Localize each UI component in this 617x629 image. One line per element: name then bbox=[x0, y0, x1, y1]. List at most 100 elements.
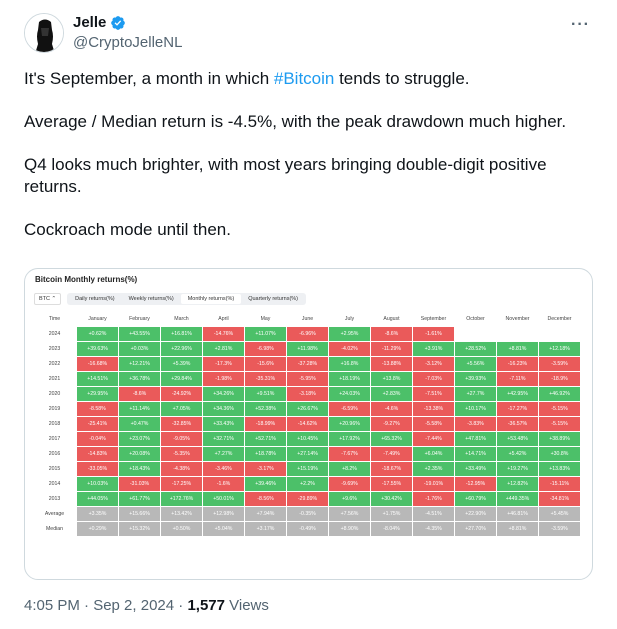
return-cell: +22.90% bbox=[455, 507, 496, 521]
return-cell: -7.49% bbox=[371, 447, 412, 461]
return-cell: +5.39% bbox=[161, 357, 202, 371]
verified-badge-icon bbox=[111, 15, 126, 30]
return-cell: +5.04% bbox=[203, 522, 244, 536]
return-cell: +10.17% bbox=[455, 402, 496, 416]
hashtag-link[interactable]: #Bitcoin bbox=[273, 69, 335, 88]
return-cell: -5.15% bbox=[539, 417, 580, 431]
table-row: 2016 -14.83% +20.08% -5.35% +7.27% +18.78% +27… bbox=[33, 447, 580, 461]
column-header: April bbox=[203, 312, 244, 326]
column-header: September bbox=[413, 312, 454, 326]
row-label: Median bbox=[33, 522, 76, 536]
author-name[interactable]: Jelle bbox=[73, 14, 107, 31]
return-cell: +34.26% bbox=[203, 387, 244, 401]
column-header: June bbox=[287, 312, 328, 326]
return-cell: +0.29% bbox=[77, 522, 118, 536]
timestamp[interactable]: 4:05 PM · Sep 2, 2024 · bbox=[24, 597, 188, 614]
return-cell: +7.05% bbox=[161, 402, 202, 416]
return-cell: +18.43% bbox=[119, 462, 160, 476]
return-cell: -3.83% bbox=[455, 417, 496, 431]
column-header: November bbox=[497, 312, 538, 326]
return-cell: +12.21% bbox=[119, 357, 160, 371]
table-header-row: Time January February March April May June July… bbox=[33, 312, 580, 326]
tab-weekly-returns[interactable]: Weekly returns(%) bbox=[128, 296, 174, 302]
return-cell: +32.71% bbox=[203, 432, 244, 446]
return-cell: +2.95% bbox=[329, 327, 370, 341]
table-row: 2021 +14.51% +36.78% +29.84% -1.98% -35.31% -5… bbox=[33, 372, 580, 386]
return-cell: +2.35% bbox=[413, 462, 454, 476]
more-options-icon[interactable]: ··· bbox=[571, 16, 590, 33]
return-cell: +0.62% bbox=[77, 327, 118, 341]
return-cell: +5.45% bbox=[539, 507, 580, 521]
tab-monthly-returns[interactable]: Monthly returns(%) bbox=[180, 294, 242, 304]
return-cell: +29.95% bbox=[77, 387, 118, 401]
return-cell: -7.51% bbox=[413, 387, 454, 401]
return-cell: +11.98% bbox=[287, 342, 328, 356]
tab-quarterly-returns[interactable]: Quarterly returns(%) bbox=[248, 296, 299, 302]
table-row: 2024 +0.62% +43.55% +16.81% -14.76% +11.07% -6… bbox=[33, 327, 580, 341]
return-cell: -17.25% bbox=[161, 477, 202, 491]
return-cell: +36.78% bbox=[119, 372, 160, 386]
return-cell: +9.6% bbox=[329, 492, 370, 506]
return-cell: -4.38% bbox=[161, 462, 202, 476]
table-row: 2022 -16.68% +12.21% +5.39% -17.3% -15.6% -37.… bbox=[33, 357, 580, 371]
return-cell: -31.03% bbox=[119, 477, 160, 491]
return-cell: +14.51% bbox=[77, 372, 118, 386]
column-header: July bbox=[329, 312, 370, 326]
row-label: 2015 bbox=[33, 462, 76, 476]
return-cell: +17.92% bbox=[329, 432, 370, 446]
table-row: 2013 +44.05% +61.77% +172.76% +50.01% -8.56% -… bbox=[33, 492, 580, 506]
return-cell: -29.89% bbox=[287, 492, 328, 506]
row-label: 2013 bbox=[33, 492, 76, 506]
column-header: January bbox=[77, 312, 118, 326]
return-cell: +28.52% bbox=[455, 342, 496, 356]
return-cell: +8.81% bbox=[497, 342, 538, 356]
return-cell bbox=[539, 327, 580, 341]
return-cell: +0.47% bbox=[119, 417, 160, 431]
return-cell: +8.90% bbox=[329, 522, 370, 536]
return-cell: +18.78% bbox=[245, 447, 286, 461]
author-name-row[interactable]: Jelle bbox=[73, 14, 126, 31]
return-cell: +65.32% bbox=[371, 432, 412, 446]
return-cell: +12.82% bbox=[497, 477, 538, 491]
return-cell: -7.67% bbox=[329, 447, 370, 461]
return-cell: +33.43% bbox=[203, 417, 244, 431]
author-handle[interactable]: @CryptoJelleNL bbox=[73, 34, 183, 51]
return-cell: +39.46% bbox=[245, 477, 286, 491]
return-cell: -13.88% bbox=[371, 357, 412, 371]
return-cell: -6.98% bbox=[245, 342, 286, 356]
return-cell: -37.28% bbox=[287, 357, 328, 371]
tweet-image[interactable]: Bitcoin Monthly returns(%) BTC ⌃ Daily r… bbox=[24, 268, 593, 580]
return-cell: -3.59% bbox=[539, 357, 580, 371]
return-cell: +39.93% bbox=[455, 372, 496, 386]
row-label: 2024 bbox=[33, 327, 76, 341]
return-cell: +11.07% bbox=[245, 327, 286, 341]
return-cell: -17.55% bbox=[371, 477, 412, 491]
return-cell: +13.8% bbox=[371, 372, 412, 386]
return-cell: +30.42% bbox=[371, 492, 412, 506]
return-cell: +50.01% bbox=[203, 492, 244, 506]
avatar[interactable] bbox=[24, 13, 64, 53]
return-cell: +14.71% bbox=[455, 447, 496, 461]
row-label: Average bbox=[33, 507, 76, 521]
return-cell: +34.36% bbox=[203, 402, 244, 416]
return-cell: +5.56% bbox=[455, 357, 496, 371]
return-cell: -8.6% bbox=[371, 327, 412, 341]
return-cell: +24.03% bbox=[329, 387, 370, 401]
return-cell: +23.07% bbox=[119, 432, 160, 446]
row-label: 2017 bbox=[33, 432, 76, 446]
return-cell: -8.6% bbox=[119, 387, 160, 401]
return-cell: +53.48% bbox=[497, 432, 538, 446]
return-cell: -35.31% bbox=[245, 372, 286, 386]
return-cell: -3.12% bbox=[413, 357, 454, 371]
return-cell: +8.2% bbox=[329, 462, 370, 476]
return-cell: -3.59% bbox=[539, 522, 580, 536]
return-cell: -5.58% bbox=[413, 417, 454, 431]
return-cell: +12.98% bbox=[203, 507, 244, 521]
return-cell: -6.59% bbox=[329, 402, 370, 416]
return-cell: -3.46% bbox=[203, 462, 244, 476]
return-cell: +449.35% bbox=[497, 492, 538, 506]
return-cell: -0.04% bbox=[77, 432, 118, 446]
return-cell: -1.76% bbox=[413, 492, 454, 506]
return-cell: +61.77% bbox=[119, 492, 160, 506]
tab-daily-returns[interactable]: Daily returns(%) bbox=[75, 296, 115, 302]
